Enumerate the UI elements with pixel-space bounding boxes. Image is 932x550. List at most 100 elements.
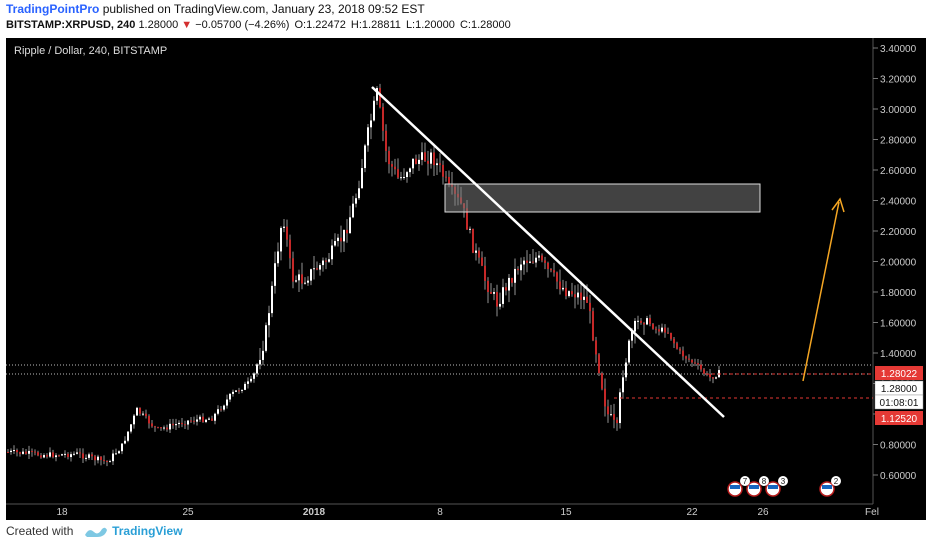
candle-up [328,259,330,262]
candle-down [652,323,654,329]
economic-event-badges[interactable]: 7 8 3 2 [727,476,841,497]
candle-down [553,270,555,273]
last-price: 1.28000 [138,19,179,31]
resistance-zone[interactable] [444,183,761,213]
candle-down [220,409,222,411]
candle-up [115,453,117,455]
svg-text:1.12520: 1.12520 [881,414,918,425]
candle-up [109,461,111,463]
author-link[interactable]: TradingPointPro [6,2,100,16]
candle-up [625,362,627,378]
candle-down [526,260,528,263]
price-label-upper-red: 1.28022 [875,366,923,380]
trendline[interactable] [371,86,725,418]
candle-up [538,255,540,258]
candle-down [601,373,603,389]
candle-down [238,390,240,392]
candle-down [592,311,594,341]
candle-up [253,373,255,379]
candle-down [16,449,18,453]
candle-down [472,228,474,253]
candle-up [367,127,369,146]
candle-up [313,268,315,270]
price-tick-label: 1.40000 [880,349,917,360]
candle-down [505,287,507,291]
symbol-label: BITSTAMP:XRPUSD, 240 [6,19,136,31]
candle-up [493,292,495,294]
candle-up [235,390,237,392]
down-arrow-icon: ▼ [181,19,193,31]
candle-up [55,455,57,458]
candle-up [175,424,177,426]
price-tick-label: 1.60000 [880,319,917,330]
time-tick-label: 18 [56,507,68,518]
candle-up [262,350,264,360]
candle-down [34,451,36,453]
candle-up [376,88,378,101]
candle-up [469,228,471,230]
candle-down [385,130,387,151]
candle-up [334,241,336,246]
candle-up [124,440,126,444]
candle-up [430,152,432,164]
candle-down [517,268,519,271]
candle-down [643,322,645,325]
event-count: 8 [762,477,767,486]
candle-down [673,338,675,344]
price-tick-label: 3.20000 [880,75,917,86]
candle-up [364,145,366,169]
candle-down [670,332,672,339]
svg-text:01:08:01: 01:08:01 [880,398,919,409]
price-tick-label: 2.60000 [880,166,917,177]
candle-down [685,356,687,359]
candle-up [355,198,357,204]
candle-up [250,378,252,382]
candle-down [544,260,546,263]
candle-down [484,265,486,281]
candle-down [571,291,573,295]
candle-down [490,292,492,294]
candle-up [73,453,75,455]
candle-up [226,399,228,406]
candle-down [31,450,33,452]
candle-down [640,320,642,323]
candle-up [523,260,525,265]
candle-up [529,261,531,263]
candle-up [136,407,138,416]
countdown-label: 01:08:01 [874,394,924,410]
candle-down [94,456,96,461]
time-scale[interactable]: 18 25 2018 8 15 22 26 Fel [56,507,879,518]
time-tick-label: Fel [865,507,879,518]
candle-down [190,420,192,422]
candle-down [565,287,567,297]
candle-down [676,343,678,349]
price-chart[interactable]: Ripple / Dollar, 240, BITSTAMP 3.40000 3.… [6,38,926,520]
projection-arrow[interactable] [802,197,845,382]
candle-up [412,158,414,169]
candle-up [178,422,180,425]
candle-down [466,208,468,230]
candle-up [631,331,633,341]
candle-up [169,423,171,430]
time-tick-label: 22 [686,507,698,518]
candle-up [97,456,99,461]
candle-down [148,416,150,424]
candle-down [151,423,153,427]
candle-up [295,280,297,282]
candle-up [535,257,537,263]
tradingview-brand-link[interactable]: TradingView [112,524,183,538]
candle-up [646,318,648,325]
candle-down [301,274,303,284]
candle-down [439,163,441,165]
high-label: H: [350,19,362,31]
candle-up [361,168,363,189]
candle-down [157,427,159,429]
candle-down [667,332,669,334]
candle-up [307,280,309,283]
candle-up [562,287,564,290]
candle-up [28,450,30,454]
candle-up [622,377,624,393]
open-value: 1.22472 [306,19,346,31]
candle-down [40,455,42,458]
close-label: C: [459,19,471,31]
